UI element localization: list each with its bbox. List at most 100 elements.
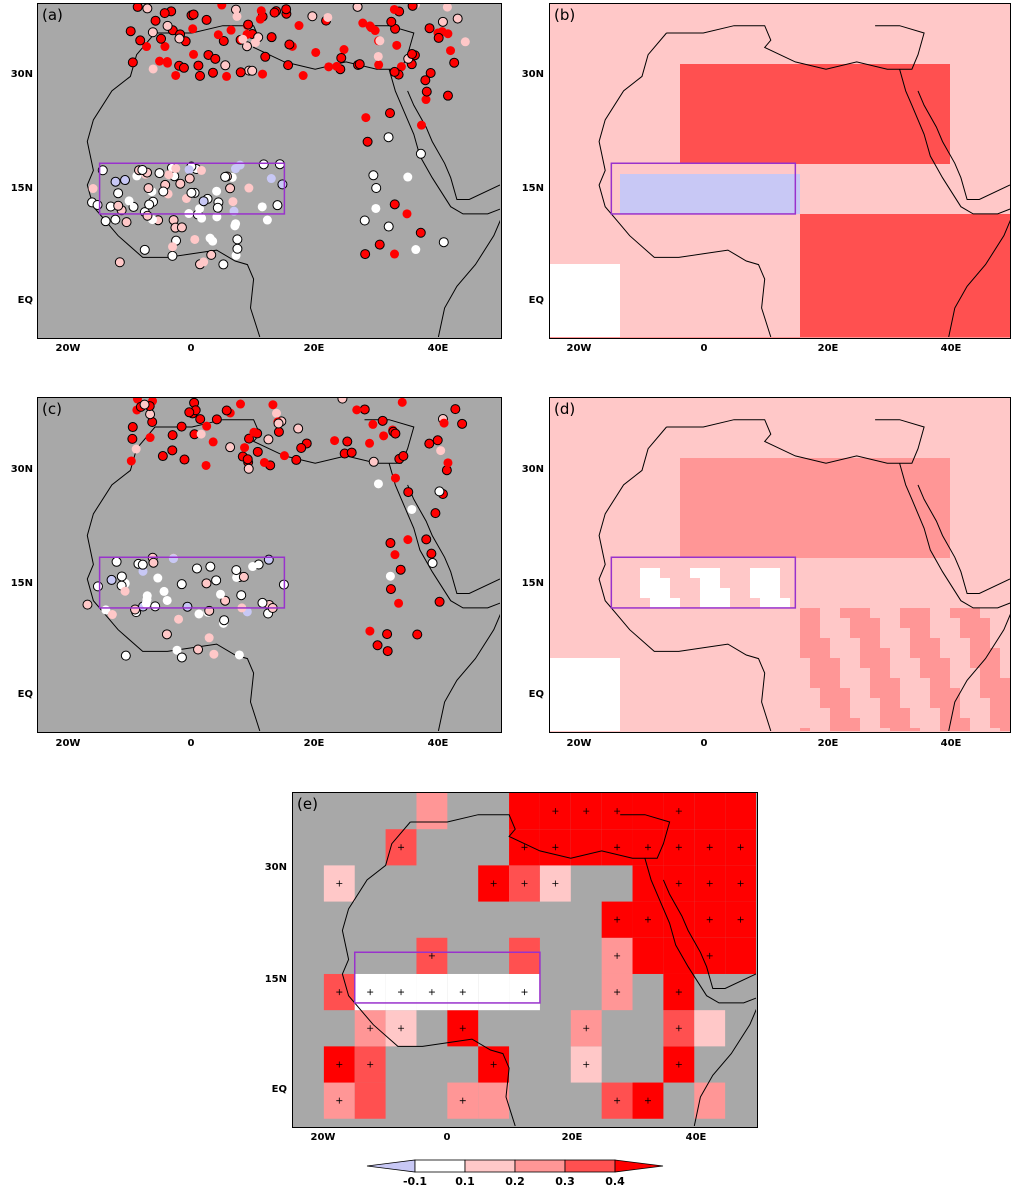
station-marker: [120, 175, 131, 186]
station-marker: [359, 404, 370, 415]
panel-label-a: (a): [42, 6, 63, 24]
station-marker: [407, 504, 417, 514]
station-marker: [150, 601, 161, 612]
station-marker: [323, 12, 333, 22]
station-marker: [220, 595, 231, 606]
station-marker: [168, 242, 178, 252]
grid-cell: [694, 1010, 726, 1047]
station-marker: [189, 49, 199, 59]
station-marker: [174, 614, 184, 624]
xtick-b-0: 0: [700, 343, 708, 354]
station-marker: [238, 34, 248, 44]
ytick-b-eq: EQ: [528, 295, 544, 306]
station-marker: [394, 598, 404, 608]
coastline-2: [388, 69, 500, 215]
station-marker: [379, 431, 389, 441]
station-marker: [107, 610, 117, 620]
station-marker: [139, 399, 150, 410]
station-marker: [205, 561, 216, 572]
coastline-0: [86, 32, 261, 337]
coastline-0: [598, 32, 772, 337]
station-marker: [236, 590, 247, 601]
station-marker: [274, 159, 285, 170]
colorbar-tick-4: 0.3: [555, 1175, 575, 1188]
station-marker: [218, 259, 229, 270]
station-marker: [221, 405, 232, 416]
station-marker: [82, 599, 93, 610]
station-marker: [178, 62, 189, 73]
colorbar-svg: [366, 1159, 664, 1173]
station-marker: [100, 216, 111, 227]
station-marker: [385, 584, 396, 595]
station-marker: [139, 244, 150, 255]
coastline-2: [388, 463, 500, 609]
panel-label-c: (c): [42, 400, 62, 418]
station-marker: [383, 132, 394, 143]
station-marker: [361, 113, 371, 123]
xtick-a-0: 0: [187, 343, 195, 354]
station-marker: [110, 214, 121, 225]
station-marker: [416, 120, 426, 130]
station-marker: [127, 57, 138, 68]
station-marker: [281, 4, 292, 15]
xtick-b-20w: 20W: [566, 343, 592, 354]
station-marker: [211, 414, 222, 425]
station-marker: [374, 239, 385, 250]
station-marker: [190, 234, 200, 244]
station-marker: [130, 604, 141, 615]
colorbar-tick-5: 0.4: [605, 1175, 625, 1188]
coastline-3: [662, 879, 756, 989]
xtick-e-20w: 20W: [310, 1132, 336, 1143]
station-marker: [425, 67, 436, 78]
station-marker: [205, 233, 215, 243]
station-marker: [142, 591, 152, 601]
station-marker: [293, 423, 304, 434]
station-marker: [131, 444, 141, 454]
station-marker: [415, 148, 426, 159]
xtick-c-20e: 20E: [303, 738, 325, 749]
station-marker: [360, 249, 371, 260]
coastline-2: [899, 69, 1010, 215]
ytick-c-30n: 30N: [10, 464, 33, 475]
station-marker: [373, 51, 383, 61]
station-marker: [204, 633, 214, 643]
station-marker: [111, 556, 122, 567]
station-marker: [262, 215, 272, 225]
station-marker: [231, 219, 241, 229]
station-marker: [196, 429, 206, 439]
station-marker: [162, 20, 173, 31]
station-marker: [374, 60, 384, 70]
station-marker: [182, 601, 193, 612]
station-marker: [392, 40, 402, 50]
station-marker: [273, 426, 284, 437]
station-marker: [332, 61, 342, 71]
station-marker: [116, 571, 127, 582]
station-marker: [137, 164, 148, 175]
station-marker: [220, 60, 231, 71]
panel-label-d: (d): [554, 400, 576, 418]
xtick-e-0: 0: [443, 1132, 451, 1143]
ytick-e-30n: 30N: [264, 862, 287, 873]
station-marker: [375, 36, 385, 46]
station-marker: [213, 30, 223, 40]
station-marker: [403, 487, 414, 498]
station-marker: [365, 438, 375, 448]
station-marker: [232, 243, 243, 254]
station-marker: [273, 418, 284, 429]
station-marker: [284, 39, 295, 50]
station-marker: [210, 53, 221, 64]
station-marker: [354, 59, 365, 70]
station-marker: [135, 35, 146, 46]
sahel-box: [98, 556, 286, 609]
station-marker: [368, 419, 378, 429]
station-marker: [127, 422, 138, 433]
station-marker: [164, 170, 174, 180]
coastline-4: [437, 219, 500, 337]
station-marker: [424, 23, 435, 34]
xtick-d-0: 0: [700, 738, 708, 749]
station-marker: [390, 249, 400, 259]
station-marker: [339, 45, 349, 55]
station-marker: [154, 168, 165, 179]
station-marker: [403, 172, 413, 182]
xtick-e-20e: 20E: [561, 1132, 583, 1143]
